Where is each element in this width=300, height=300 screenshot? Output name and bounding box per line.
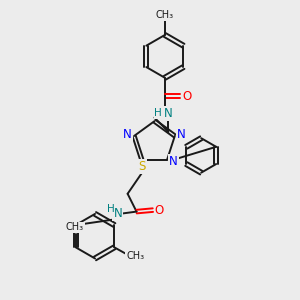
Text: N: N (169, 155, 178, 168)
Text: H: H (107, 204, 115, 214)
Text: CH₃: CH₃ (66, 222, 84, 233)
Text: S: S (138, 160, 146, 173)
Text: O: O (155, 204, 164, 217)
Text: N: N (113, 208, 122, 220)
Text: N: N (177, 128, 186, 141)
Text: H: H (154, 108, 162, 118)
Text: O: O (182, 90, 191, 103)
Text: N: N (123, 128, 132, 141)
Text: N: N (164, 107, 173, 120)
Text: CH₃: CH₃ (126, 251, 144, 261)
Text: CH₃: CH₃ (156, 10, 174, 20)
